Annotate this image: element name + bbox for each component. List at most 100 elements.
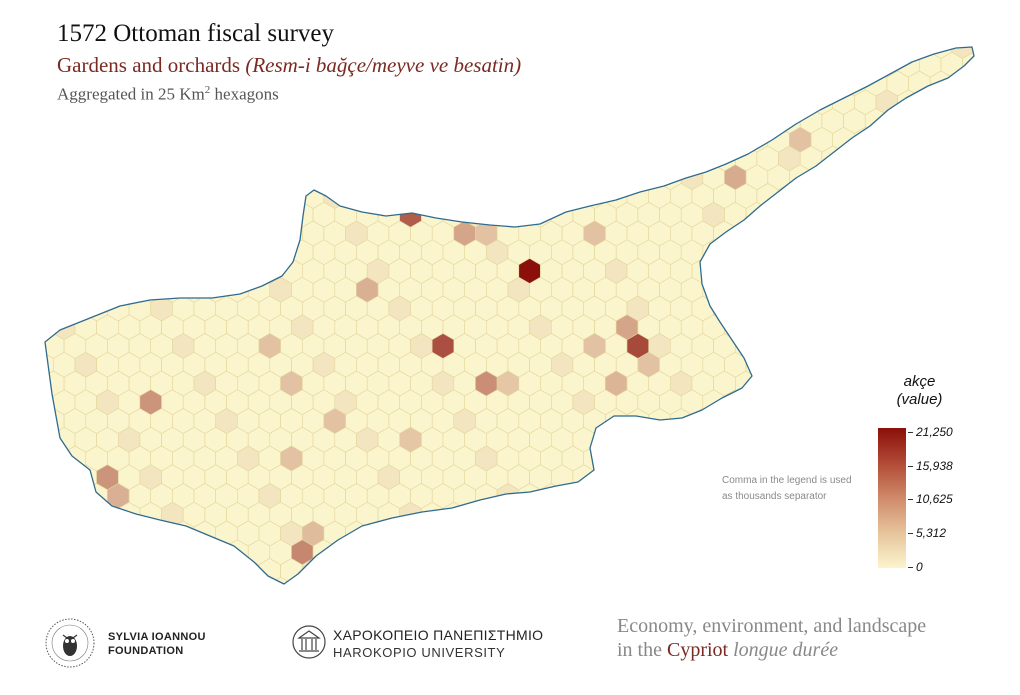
hexagon-cell	[237, 145, 260, 172]
hexagon-cell	[908, 145, 931, 172]
hexagon-cell	[85, 183, 108, 209]
hexagon-cell	[962, 126, 974, 153]
hexagon-cell	[724, 539, 747, 566]
hexagon-cell	[745, 239, 769, 266]
hexagon-cell	[789, 426, 812, 453]
hexagon-cell	[929, 145, 953, 172]
hexagon-cell	[962, 89, 974, 116]
hexagon-cell	[334, 576, 357, 584]
hexagon-cell	[247, 239, 271, 266]
hexagon-cell	[21, 409, 43, 434]
hexagon-cell	[767, 501, 790, 528]
hexagon-cell	[810, 164, 834, 191]
hexagon-cell	[767, 201, 790, 228]
hexagon-cell	[637, 89, 660, 116]
hexagon-cell	[453, 145, 476, 172]
hexagon-cell	[572, 126, 595, 153]
legend-color-ramp	[878, 428, 906, 568]
hexagon-cell	[247, 201, 271, 228]
hexagon-cell	[648, 445, 671, 472]
hexagon-cell	[193, 558, 216, 584]
hexagon-cell	[550, 539, 574, 566]
hexagon-cell	[150, 145, 173, 172]
hexagon-cell	[356, 89, 379, 116]
legend-title-line2: (value)	[896, 391, 943, 408]
hexagon-cell	[745, 389, 769, 416]
hexagon-cell	[52, 276, 76, 303]
hexagon-cell	[496, 108, 520, 134]
hexagon-cell	[518, 47, 541, 59]
hexagon-cell	[237, 220, 260, 247]
hexagon-cell	[799, 558, 823, 584]
hexagon-cell	[52, 464, 76, 491]
legend-label-min: 0	[916, 560, 923, 574]
hexagon-cell	[496, 183, 520, 209]
hexagon-cell	[356, 539, 379, 566]
legend-label: 15,938	[916, 459, 953, 473]
hexagon-cell	[356, 576, 379, 584]
hexagon-cell	[821, 558, 844, 584]
hexagon-cell	[193, 183, 216, 209]
hexagon-cell	[45, 426, 54, 453]
aggregation-note: Aggregated in 25 Km2 hexagons	[57, 84, 279, 105]
hexagon-cell	[767, 351, 790, 378]
hexagon-cell	[96, 576, 119, 584]
hexagon-cell	[669, 558, 693, 584]
hexagon-cell	[431, 70, 455, 97]
hexagon-cell	[929, 258, 953, 284]
hexagon-cell	[182, 576, 206, 584]
hexagon-cell	[832, 501, 855, 528]
hexagon-cell	[442, 89, 466, 116]
hexagon-cell	[45, 220, 65, 247]
aggregation-suffix: hexagons	[214, 84, 279, 104]
hexagon-cell	[52, 89, 76, 116]
hexagon-cell	[118, 576, 141, 584]
hexagon-cell	[778, 520, 801, 547]
hexagon-cell	[453, 47, 476, 59]
hexagon-cell	[778, 220, 801, 247]
hexagon-cell	[128, 47, 151, 59]
project-line2-highlight: Cypriot	[667, 639, 729, 661]
hexagon-cell	[96, 201, 119, 228]
hexagon-cell	[226, 576, 249, 584]
hexagon-cell	[21, 146, 43, 171]
hexagon-cell	[215, 220, 238, 247]
hexagon-cell	[269, 89, 292, 116]
hexagon-cell	[767, 89, 790, 116]
map-title: 1572 Ottoman fiscal survey	[57, 20, 335, 47]
hexagon-cell	[410, 108, 433, 134]
hexagon-cell	[204, 201, 227, 228]
hexagon-cell	[161, 576, 184, 584]
hexagon-cell	[150, 520, 173, 547]
university-temple-logo	[292, 625, 326, 659]
hexagon-cell	[724, 126, 747, 153]
legend-tick-mark	[908, 567, 913, 568]
hexagon-cell	[529, 89, 552, 116]
hexagon-cell	[669, 145, 693, 172]
hexagon-cell	[799, 220, 823, 247]
hexagon-cell	[96, 164, 119, 191]
hexagon-cell	[161, 239, 184, 266]
hexagon-cell	[745, 89, 769, 116]
hexagon-cell	[518, 520, 541, 547]
hexagon-cell	[21, 334, 43, 359]
hexagon-cell	[107, 47, 130, 59]
hexagon-cell	[799, 370, 823, 397]
hexagon-cell	[886, 220, 909, 247]
hexagon-cell	[767, 314, 790, 341]
hexagon-cell	[128, 108, 151, 134]
hexagon-cell	[63, 520, 87, 547]
hexagon-cell	[507, 201, 530, 228]
hexagon-cell	[734, 408, 758, 434]
hexagon-cell	[854, 164, 877, 191]
hexagon-cell	[940, 539, 963, 566]
hexagon-cell	[334, 126, 357, 153]
hexagon-cell	[637, 126, 660, 153]
hexagon-cell	[410, 183, 433, 209]
hexagon-cell	[172, 258, 195, 284]
hexagon-cell	[204, 126, 227, 153]
legend-tick-mark	[908, 533, 913, 534]
hexagon-cell	[854, 464, 877, 491]
hexagon-cell	[529, 501, 552, 528]
hexagon-cell	[691, 483, 714, 509]
